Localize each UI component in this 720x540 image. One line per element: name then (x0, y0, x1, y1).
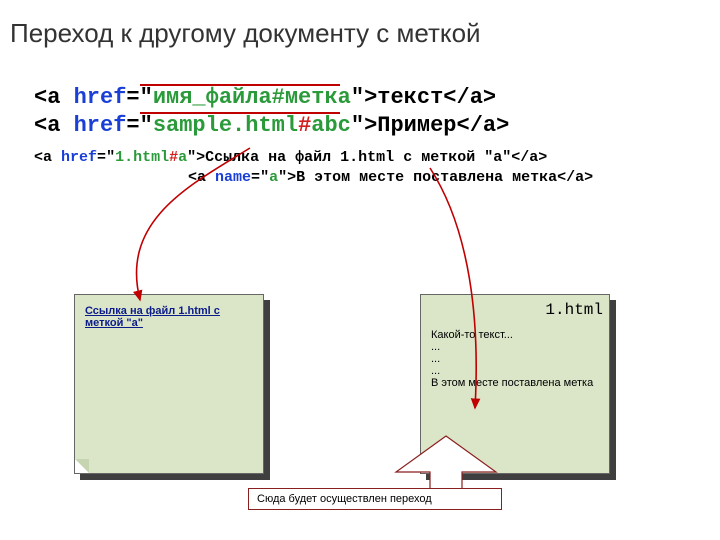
underline-1 (140, 84, 340, 86)
callout-label: Сюда будет осуществлен переход (248, 488, 502, 510)
target-file-title: 1.html (421, 295, 609, 319)
target-body-text: Какой-то текст... ... ... ... В этом мес… (431, 329, 599, 389)
page-title: Переход к другому документу с меткой (10, 18, 481, 49)
example-link[interactable]: Ссылка на файл 1.html с меткой "a" (85, 305, 220, 329)
code-line-4: <a name="a">В этом месте поставлена метк… (188, 152, 593, 186)
panel-source: Ссылка на файл 1.html с меткой "a" (74, 294, 264, 474)
underline-2 (140, 112, 340, 114)
panel-target: 1.html Какой-то текст... ... ... ... В э… (420, 294, 610, 474)
